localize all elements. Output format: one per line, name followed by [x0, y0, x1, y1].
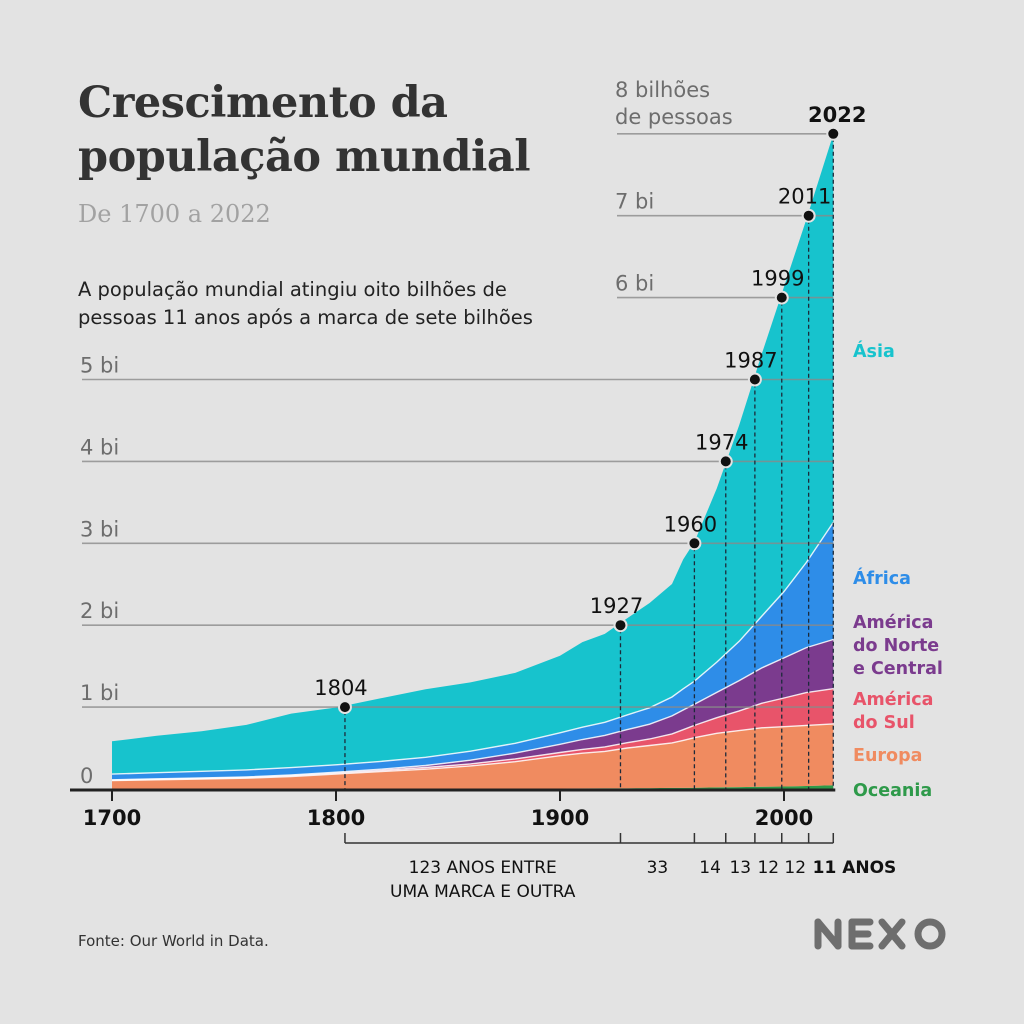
band-separator [111, 638, 834, 781]
legend: Ásia África América do Norte e Central Améric… [853, 340, 943, 801]
source-note: Fonte: Our World in Data. [78, 932, 269, 950]
gap-label: 14 [699, 858, 721, 878]
milestone-label: 1987 [724, 349, 777, 373]
legend-label-asia: Ásia [853, 340, 895, 362]
legend-label-europa: Europa [853, 746, 922, 766]
milestone-dot [718, 454, 733, 469]
area-africa [112, 522, 834, 780]
milestone-label: 1999 [751, 267, 804, 291]
x-axis: 1700 1800 1900 2000 [70, 788, 836, 830]
y-tick-label: 7 bi [615, 190, 654, 214]
milestone-label: 1804 [314, 676, 367, 700]
y-tick-label: 4 bi [80, 435, 119, 459]
milestones: 1804 1927 1960 1974 1987 1999 2011 2022 [314, 103, 867, 715]
milestone-dot [337, 700, 352, 715]
legend-label-america-do-norte-e-central: América [853, 613, 933, 633]
milestone-dot [801, 208, 816, 223]
y-tick-label: 5 bi [80, 354, 119, 378]
gap-label: 13 [729, 858, 751, 878]
y-tick-label: 6 bi [615, 272, 654, 296]
milestone-dot [687, 536, 702, 551]
gridlines [82, 133, 834, 708]
title-line-2: população mundial [78, 132, 531, 182]
gap-label: 12 [784, 858, 806, 878]
gap-label-unit: ANOS [842, 858, 896, 878]
subtitle: De 1700 a 2022 [78, 200, 271, 228]
milestone-dot [774, 290, 789, 305]
x-tick-label: 1700 [83, 806, 141, 830]
legend-label-oceania: Oceania [853, 781, 932, 801]
title-line-1: Crescimento da [78, 78, 448, 128]
area-oceania [112, 785, 834, 789]
milestone-label: 2011 [778, 185, 831, 209]
milestone-dot [826, 126, 841, 141]
gap-label: 11 ANOS [813, 858, 897, 878]
milestone-label: 1960 [664, 512, 717, 536]
gap-label-number: 11 [813, 858, 837, 878]
gap-label: 12 [757, 858, 779, 878]
y-tick-label: 3 bi [80, 517, 119, 541]
y-tick-label-line-1: 8 bilhões [615, 78, 710, 102]
area-america-do-norte-e-central [112, 639, 834, 781]
nexo-logo-icon [814, 918, 946, 950]
y-tick-label-line-2: de pessoas [615, 105, 733, 129]
milestone-dot [747, 372, 762, 387]
lede-text: A população mundial atingiu oito bilhões… [78, 276, 618, 332]
y-tick-label: 1 bi [80, 681, 119, 705]
gap-label-line-2: UMA MARCA E OUTRA [390, 882, 576, 902]
gap-label: 33 [647, 858, 669, 878]
area-asia [112, 134, 834, 775]
band-separator [111, 723, 834, 782]
milestone-label: 2022 [808, 103, 866, 127]
legend-label-africa: África [853, 567, 911, 589]
x-tick-label: 2000 [755, 806, 813, 830]
milestone-drop-lines [344, 137, 834, 789]
legend-label-america-do-sul: do Sul [853, 713, 915, 733]
legend-label-america-do-norte-e-central: e Central [853, 659, 943, 679]
milestone-dot [613, 618, 628, 633]
nexo-logo [812, 914, 952, 958]
band-separator [111, 522, 834, 775]
area-europa [112, 723, 834, 789]
stacked-areas [111, 134, 834, 789]
y-tick-label: 2 bi [80, 599, 119, 623]
legend-label-america-do-sul: América [853, 690, 933, 710]
y-axis-labels: 0 1 bi 2 bi 3 bi 4 bi 5 bi 6 bi 7 bi 8 bilhões de… [80, 78, 733, 788]
page-title: Crescimento da população mundial [78, 76, 618, 184]
gap-label-line-1: 123 ANOS ENTRE [409, 858, 557, 878]
x-tick-label: 1800 [307, 806, 365, 830]
lede-line-2: pessoas 11 anos após a marca de sete bil… [78, 306, 533, 329]
legend-label-america-do-norte-e-central: do Norte [853, 636, 939, 656]
lede-line-1: A população mundial atingiu oito bilhões… [78, 278, 507, 301]
milestone-label: 1927 [590, 594, 643, 618]
y-tick-label: 0 [80, 764, 93, 788]
area-america-do-sul [112, 688, 834, 781]
x-tick-label: 1900 [531, 806, 589, 830]
milestone-label: 1974 [695, 430, 748, 454]
